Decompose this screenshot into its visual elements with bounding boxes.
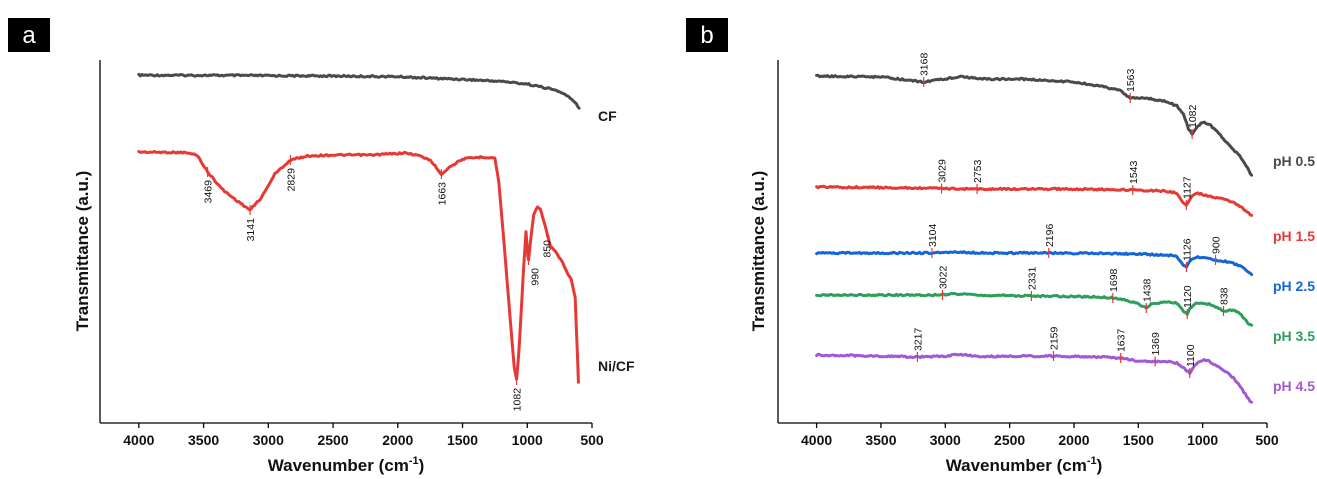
x-tick-label: 4000 bbox=[801, 432, 832, 448]
peak-label: 1082 bbox=[512, 388, 524, 412]
series-label: pH 3.5 bbox=[1273, 328, 1315, 344]
peak-label: 850 bbox=[542, 240, 554, 258]
panel-a-x-axis: 4000 3500 3000 2500 2000 1500 1000 500 bbox=[123, 423, 604, 448]
peak-label: 900 bbox=[1211, 236, 1223, 254]
series-line-cf bbox=[137, 72, 581, 110]
peak-label: 3469 bbox=[203, 180, 215, 204]
panel-b: b pH 0.5 pH 1.5 pH 2.5 pH 3.5 pH 4.5 3168 1563… bbox=[686, 18, 1315, 475]
panel-a-letter: a bbox=[22, 22, 36, 49]
x-tick-label: 1000 bbox=[512, 432, 543, 448]
peak-label: 838 bbox=[1219, 287, 1231, 305]
x-tick-label: 3500 bbox=[188, 432, 219, 448]
peak-label: 2829 bbox=[286, 168, 298, 192]
peak-label: 2331 bbox=[1026, 267, 1038, 291]
peak-label: 1100 bbox=[1185, 344, 1197, 367]
peak-label: 3104 bbox=[927, 223, 939, 247]
peak-label: 1126 bbox=[1181, 238, 1193, 261]
peak-label: 1082 bbox=[1187, 104, 1199, 128]
series-label: pH 1.5 bbox=[1273, 228, 1315, 244]
panel-b-x-axis-title: Wavenumber (cm-1) bbox=[946, 455, 1103, 475]
peak-label: 990 bbox=[530, 268, 542, 286]
x-tick-label: 2500 bbox=[317, 432, 348, 448]
x-tick-label: 2000 bbox=[382, 432, 413, 448]
peak-label: 3168 bbox=[919, 53, 931, 77]
peak-label: 1369 bbox=[1150, 332, 1162, 356]
peak-label: 2159 bbox=[1049, 326, 1061, 350]
series-line-ph-2-5 bbox=[815, 250, 1254, 277]
peak-label: 1563 bbox=[1125, 68, 1137, 92]
peak-label: 3022 bbox=[938, 266, 950, 290]
panel-b-letter: b bbox=[700, 22, 713, 49]
x-tick-label: 2500 bbox=[994, 432, 1025, 448]
peak-label: 1698 bbox=[1108, 268, 1120, 292]
panel-b-plot-area: pH 0.5 pH 1.5 pH 2.5 pH 3.5 pH 4.5 3168 1563 10… bbox=[777, 53, 1315, 424]
series-label: pH 0.5 bbox=[1273, 153, 1315, 169]
peak-label: 1120 bbox=[1182, 285, 1194, 308]
series-line-ph-4-5 bbox=[815, 352, 1254, 404]
peak-label: 3217 bbox=[912, 328, 924, 352]
x-tick-label: 1000 bbox=[1187, 432, 1218, 448]
peak-label: 3141 bbox=[245, 218, 257, 242]
peak-label: 1127 bbox=[1181, 176, 1193, 199]
series-label: pH 4.5 bbox=[1273, 378, 1315, 394]
x-tick-label: 3000 bbox=[253, 432, 284, 448]
series-line-ph-1-5 bbox=[815, 184, 1254, 217]
peak-label: 3029 bbox=[937, 159, 949, 183]
peak-label: 2196 bbox=[1044, 224, 1056, 248]
peak-label: 1637 bbox=[1116, 328, 1128, 352]
peak-label: 1663 bbox=[436, 182, 448, 206]
x-tick-label: 1500 bbox=[1123, 432, 1154, 448]
peak-label: 2753 bbox=[972, 160, 984, 184]
x-tick-label: 500 bbox=[1255, 432, 1279, 448]
series-line-ph-3-5 bbox=[815, 292, 1254, 327]
panel-b-badge bbox=[686, 18, 728, 52]
x-tick-label: 3500 bbox=[865, 432, 896, 448]
x-tick-label: 4000 bbox=[123, 432, 154, 448]
panel-a-x-axis-title: Wavenumber (cm-1) bbox=[268, 455, 425, 475]
x-tick-label: 1500 bbox=[447, 432, 478, 448]
x-tick-label: 3000 bbox=[930, 432, 961, 448]
x-tick-label: 2000 bbox=[1058, 432, 1089, 448]
series-line-ni-cf bbox=[137, 149, 580, 384]
peak-label: 1438 bbox=[1141, 278, 1153, 302]
peak-label: 1543 bbox=[1128, 160, 1140, 184]
panel-a-badge bbox=[8, 18, 50, 52]
series-label: pH 2.5 bbox=[1273, 278, 1315, 294]
panel-a-y-axis-title: Transmittance (a.u.) bbox=[73, 171, 92, 332]
series-label: CF bbox=[598, 108, 617, 124]
series-line-ph-0-5 bbox=[815, 73, 1254, 177]
x-tick-label: 500 bbox=[580, 432, 604, 448]
series-label: Ni/CF bbox=[598, 358, 635, 374]
panel-b-x-axis: 4000 3500 3000 2500 2000 1500 1000 500 bbox=[801, 423, 1279, 448]
panel-b-y-axis-title: Transmittance (a.u.) bbox=[749, 171, 768, 332]
